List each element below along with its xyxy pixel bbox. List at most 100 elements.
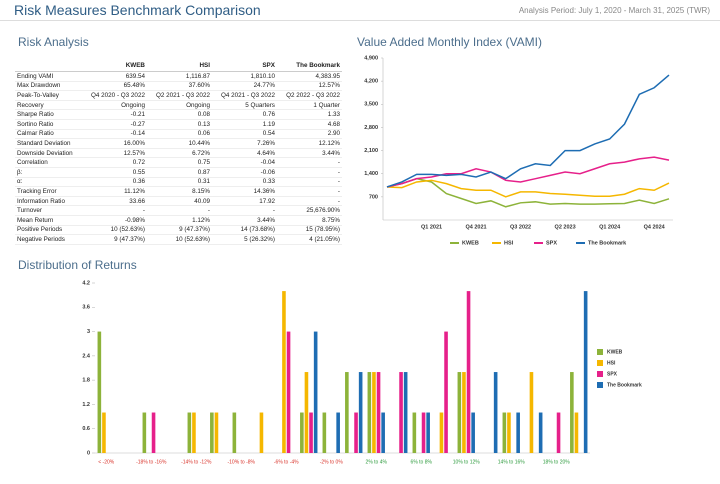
legend-label: KWEB [607, 349, 623, 355]
legend-swatch [597, 360, 603, 366]
table-cell: 1,810.10 [211, 71, 277, 82]
table-cell: 4.68 [276, 119, 342, 130]
bar [570, 372, 574, 453]
x-tick-label: 10% to 12% [453, 459, 481, 465]
bar [426, 412, 430, 453]
table-cell: 3.44% [211, 215, 277, 226]
bar [282, 291, 286, 453]
row-label: α: [15, 177, 82, 188]
legend-swatch [597, 349, 603, 355]
column-header: The Bookmark [276, 60, 342, 72]
bar [336, 412, 340, 453]
legend-label: SPX [607, 371, 618, 377]
row-label: β: [15, 167, 82, 178]
legend-label: HSI [607, 360, 616, 366]
bar [322, 412, 327, 453]
bar [97, 331, 102, 453]
table-cell: 4,383.95 [276, 71, 342, 82]
column-header: HSI [146, 60, 212, 72]
table-cell: -0.14 [81, 129, 147, 140]
table-cell: -0.06 [211, 167, 277, 178]
table-cell: 0.06 [146, 129, 212, 140]
bar [313, 331, 318, 453]
y-tick-label: 3,500 [364, 102, 378, 108]
table-row: Mean Return -0.98% 1.12% 3.44% 8.75% [15, 215, 342, 226]
column-header: SPX [211, 60, 277, 72]
table-cell: 8.75% [276, 215, 342, 226]
bar [421, 412, 426, 453]
table-row: Negative Periods 9 (47.37%) 10 (52.63%) 5 (… [15, 234, 342, 245]
bar [300, 412, 304, 453]
table-cell: 6.72% [146, 148, 212, 159]
table-cell: 1.12% [146, 215, 212, 226]
table-cell: 0.33 [211, 177, 277, 188]
table-row: Recovery Ongoing Ongoing 5 Quarters 1 Quarte… [15, 100, 342, 111]
table-cell: Q2 2021 - Q3 2022 [146, 90, 212, 101]
x-tick-label: -2% to 0% [320, 459, 344, 465]
table-cell: - [276, 167, 342, 178]
bar [529, 372, 534, 453]
x-tick-label: -14% to -12% [181, 459, 212, 465]
bar [556, 412, 561, 453]
x-tick-label: 6% to 8% [411, 459, 433, 465]
table-row: α: 0.36 0.31 0.33- [15, 177, 342, 188]
bar [471, 412, 475, 453]
table-cell: Q2 2022 - Q3 2022 [276, 90, 342, 101]
table-cell: 24.77% [211, 81, 277, 92]
bar [309, 412, 313, 453]
row-label: Mean Return [15, 215, 82, 226]
table-cell: 17.92 [211, 196, 277, 207]
table-cell: 33.66 [81, 196, 147, 207]
table-row: Information Ratio 33.66 40.09 17.92- [15, 196, 342, 207]
x-tick-label: Q4 2021 [465, 224, 486, 230]
bar [412, 412, 417, 453]
table-cell: 11.12% [81, 186, 147, 197]
bar [259, 412, 264, 453]
bar [372, 372, 376, 453]
header-row: KWEB HSI SPX The Bookmark [15, 60, 342, 72]
table-cell: 0.87 [146, 167, 212, 178]
table-row: Calmar Ratio -0.14 0.06 0.54 2.90 [15, 129, 342, 140]
table-row: Ending VAMI 639.54 1,116.87 1,810.10 4,383.9… [15, 71, 342, 82]
row-label: Sortino Ratio [15, 119, 82, 130]
y-tick-label: 3.6 [82, 305, 90, 311]
table-cell: 1.19 [211, 119, 277, 130]
row-label: Sharpe Ratio [15, 109, 82, 120]
table-cell: 8.15% [146, 186, 212, 197]
table-cell: 0.13 [146, 119, 212, 130]
bar [403, 372, 408, 453]
row-label: Standard Deviation [15, 138, 82, 149]
table-row: Sortino Ratio -0.27 0.13 1.19 4.68 [15, 119, 342, 130]
analysis-period: Analysis Period: July 1, 2020 - March 31… [518, 6, 710, 15]
x-tick-label: Q1 2024 [599, 224, 621, 230]
table-cell: 9 (47.37%) [81, 234, 147, 245]
table-cell: 4.64% [211, 148, 277, 159]
table-row: Positive Periods 10 (52.63%) 9 (47.37%) 14 … [15, 225, 342, 236]
table-row: Downside Deviation 12.57% 6.72% 4.64% 3.44% [15, 148, 342, 159]
table-cell: 10 (52.63%) [146, 234, 212, 245]
row-label: Negative Periods [15, 234, 82, 245]
y-tick-label: 1.2 [82, 402, 90, 408]
bar [507, 412, 511, 453]
bar [367, 372, 372, 453]
table-row: Correlation 0.72 0.75 -0.04- [15, 157, 342, 168]
x-tick-label: 18% to 20% [543, 459, 571, 465]
bar [516, 412, 520, 453]
bar [583, 291, 588, 453]
table-row: Sharpe Ratio -0.21 0.08 0.76 1.33 [15, 109, 342, 120]
bar [574, 412, 579, 453]
bar [358, 372, 363, 453]
y-tick-label: 3 [87, 329, 90, 335]
table-cell: 1,116.87 [146, 71, 212, 82]
x-tick-label: Q4 2024 [644, 224, 666, 230]
legend-label: The Bookmark [607, 382, 642, 388]
page-title: Risk Measures Benchmark Comparison [14, 2, 261, 18]
row-label: Recovery [15, 100, 82, 111]
header-cell [15, 60, 82, 72]
bar [538, 412, 543, 453]
y-tick-label: 2,800 [364, 125, 378, 131]
bar [304, 372, 309, 453]
bar [354, 412, 358, 453]
legend-label: The Bookmark [588, 240, 627, 246]
